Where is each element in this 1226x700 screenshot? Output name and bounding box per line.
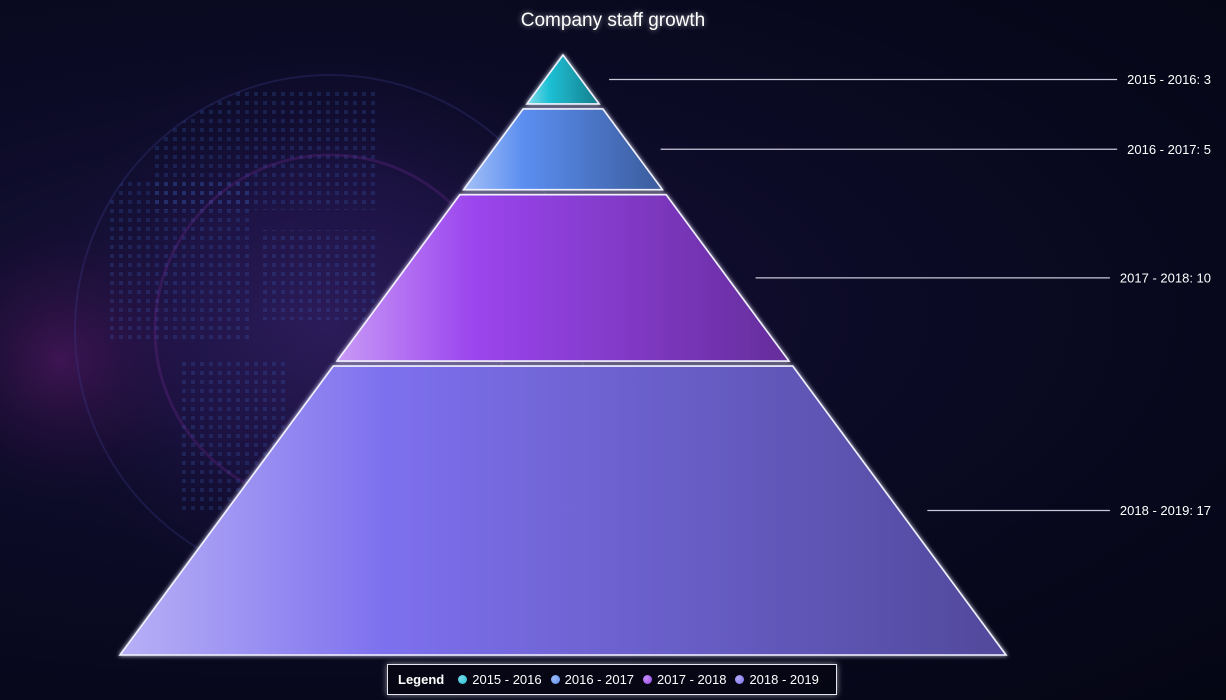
legend-swatch xyxy=(643,675,653,684)
legend-swatch xyxy=(735,675,745,684)
segment-data-label: 2016 - 2017: 5 xyxy=(1127,142,1211,157)
legend-items: 2015 - 2016 2016 - 2017 2017 - 2018 2018 - … xyxy=(458,672,819,687)
legend-swatch xyxy=(550,675,560,684)
segment-data-label: 2017 - 2018: 10 xyxy=(1120,270,1211,285)
legend-label: 2016 - 2017 xyxy=(564,672,635,687)
pyramid-segment-2[interactable] xyxy=(462,108,664,191)
pyramid-segment-4[interactable] xyxy=(118,365,1008,656)
pyramid-segment-3[interactable] xyxy=(335,193,791,362)
legend-swatch xyxy=(458,675,468,684)
legend-title: Legend xyxy=(398,672,445,687)
legend-label: 2015 - 2016 xyxy=(472,672,542,687)
legend-label: 2017 - 2018 xyxy=(657,672,727,687)
legend-item[interactable]: 2016 - 2017 xyxy=(550,672,635,687)
segment-data-label: 2015 - 2016: 3 xyxy=(1127,72,1211,87)
chart-legend: Legend 2015 - 2016 2016 - 2017 2017 - 2018… xyxy=(387,664,837,695)
segment-data-label: 2018 - 2019: 17 xyxy=(1120,503,1211,518)
legend-label: 2018 - 2019 xyxy=(749,672,819,687)
legend-item[interactable]: 2018 - 2019 xyxy=(735,672,819,687)
legend-item[interactable]: 2017 - 2018 xyxy=(643,672,726,687)
pyramid-segment-1[interactable] xyxy=(525,53,601,105)
chart-title: Company staff growth xyxy=(520,10,706,31)
legend-item[interactable]: 2015 - 2016 xyxy=(458,672,542,687)
